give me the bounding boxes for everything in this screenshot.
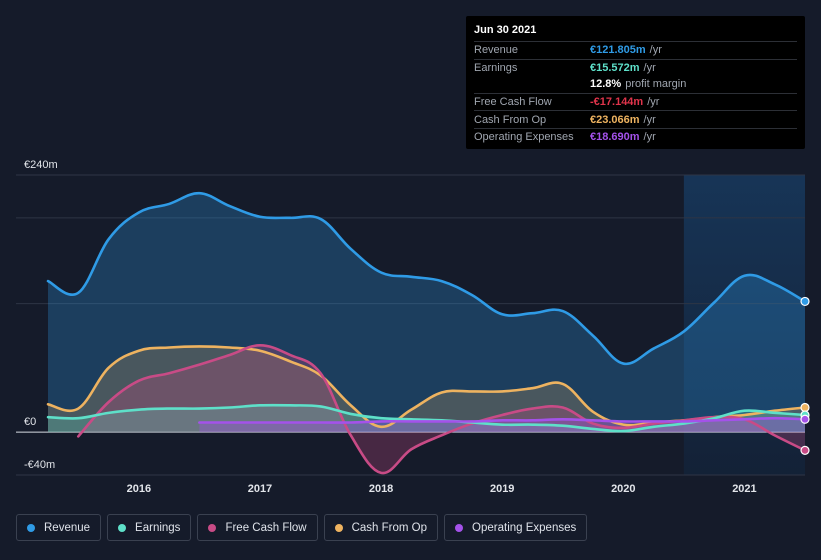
legend-dot-icon (334, 523, 343, 532)
area-cash-from-op (48, 346, 805, 433)
tooltip-date: Jun 30 2021 (474, 24, 537, 36)
legend-item-earnings[interactable]: Earnings (107, 514, 192, 541)
endpoint-marker-operating-expenses (800, 414, 810, 424)
tooltip-row-value: €15.572m (590, 61, 640, 74)
legend-label: Free Cash Flow (225, 521, 307, 534)
legend-item-revenue[interactable]: Revenue (16, 514, 102, 541)
legend-dot-icon (27, 523, 35, 532)
y-tick-label: -€40m (24, 459, 55, 471)
line-revenue (46, 191, 807, 366)
tooltip-row-value: €121.805m (590, 44, 646, 57)
tooltip-row-value: 12.8% (590, 78, 622, 91)
endpoint-marker-revenue (800, 296, 810, 307)
tooltip-row-unit: profit margin (625, 78, 687, 91)
x-tick-label: 2018 (369, 483, 393, 495)
x-tick-label: 2017 (248, 483, 272, 495)
tooltip-row-unit: /yr (647, 96, 660, 109)
x-tick-label: 2016 (127, 483, 151, 495)
y-tick-label: €0 (24, 416, 36, 428)
chart-legend: Revenue Earnings Free Cash Flow Cash From O… (16, 514, 588, 541)
x-tick-label: 2021 (732, 483, 756, 495)
legend-dot-icon (455, 523, 464, 532)
tooltip-row-value: €18.690m (590, 131, 640, 144)
x-tick-label: 2019 (490, 483, 514, 495)
tooltip-row-unit: /yr (649, 44, 662, 57)
tooltip-row-name: Revenue (474, 44, 519, 57)
line-operating-expenses (198, 416, 807, 424)
chart-plot: €240m €0 -€40m 2016 2017 2018 2019 2020 2021 (16, 159, 810, 495)
legend-dot-icon (208, 523, 217, 532)
tooltip-row: Earnings €15.572m/yr (474, 58, 797, 77)
legend-label: Cash From Op (351, 521, 428, 534)
tooltip-row-unit: /yr (643, 113, 656, 126)
tooltip-row: Cash From Op €23.066m/yr (474, 110, 797, 128)
area-free-cash-flow (78, 345, 805, 474)
tooltip-row-name: Cash From Op (474, 113, 547, 126)
tooltip-row-value: €23.066m (590, 113, 640, 126)
tooltip-row: Revenue €121.805m/yr (474, 41, 797, 59)
area-earnings (48, 405, 805, 433)
legend-item-cash-from-op[interactable]: Cash From Op (323, 514, 439, 541)
tooltip-row-name: Operating Expenses (474, 131, 574, 144)
tooltip-row-unit: /yr (643, 61, 656, 74)
endpoint-marker-free-cash-flow (800, 445, 810, 455)
legend-item-operating-expenses[interactable]: Operating Expenses (444, 514, 588, 541)
forecast-region (683, 175, 805, 475)
tooltip-rows: Revenue €121.805m/yr Earnings €15.572m/yr 12… (474, 41, 797, 146)
x-tick-label: 2020 (611, 483, 635, 495)
data-tooltip: Jun 30 2021 Revenue €121.805m/yr Earnings €… (466, 16, 805, 149)
endpoint-marker-cash-from-op (800, 402, 810, 413)
tooltip-row-value: -€17.144m (590, 96, 644, 109)
legend-item-free-cash-flow[interactable]: Free Cash Flow (197, 514, 318, 541)
tooltip-row-unit: /yr (643, 131, 656, 144)
line-earnings (46, 403, 807, 433)
area-revenue (48, 193, 805, 433)
legend-label: Operating Expenses (472, 521, 577, 534)
tooltip-row-name: Earnings (474, 61, 518, 74)
tooltip-row: Operating Expenses €18.690m/yr (474, 127, 797, 146)
legend-dot-icon (118, 523, 127, 532)
legend-label: Earnings (135, 521, 181, 534)
tooltip-row-name: Free Cash Flow (474, 96, 552, 109)
tooltip-row: 12.8% profit margin (474, 76, 797, 93)
legend-label: Revenue (44, 521, 91, 534)
y-tick-label: €240m (24, 159, 58, 171)
tooltip-row: Free Cash Flow -€17.144m/yr (474, 92, 797, 111)
